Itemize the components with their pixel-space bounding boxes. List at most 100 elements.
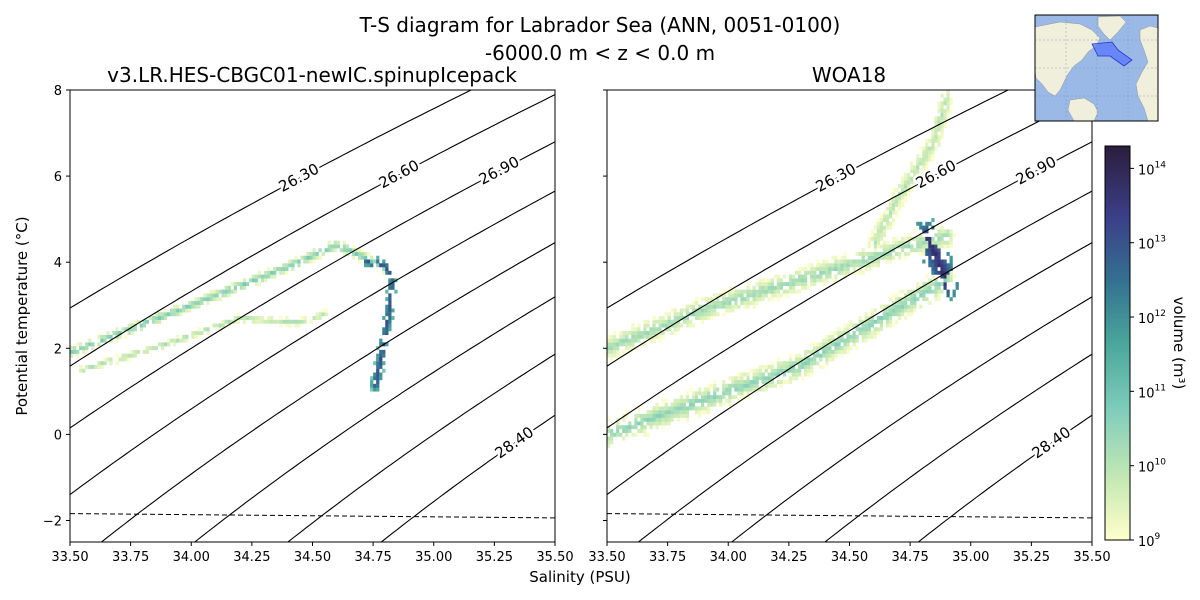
heatmap-cell — [716, 297, 720, 302]
heatmap-cell — [922, 154, 926, 158]
heatmap-cell — [955, 282, 959, 287]
heatmap-cell — [707, 297, 711, 302]
heatmap-cell — [722, 293, 726, 298]
heatmap-cell — [837, 349, 841, 354]
heatmap-cell — [767, 282, 771, 287]
heatmap-cell — [855, 334, 859, 339]
heatmap-cell — [837, 342, 841, 347]
heatmap-cell — [940, 131, 944, 136]
heatmap-cell — [888, 225, 893, 230]
heatmap-cell — [785, 368, 790, 373]
heatmap-cell — [100, 334, 104, 339]
heatmap-cell — [852, 259, 856, 264]
density-contour-27.50 — [637, 242, 1092, 542]
heatmap-cell — [124, 334, 128, 339]
heatmap-cell — [607, 417, 611, 422]
heatmap-cell — [873, 244, 877, 249]
heatmap-cell — [658, 334, 662, 339]
heatmap-cell — [697, 308, 702, 313]
heatmap-cell — [925, 248, 929, 253]
heatmap-cell — [649, 410, 653, 415]
heatmap-cell — [725, 391, 729, 396]
heatmap-cell — [776, 297, 780, 302]
heatmap-cell — [379, 342, 383, 347]
heatmap-cell — [916, 297, 920, 302]
heatmap-cell — [788, 376, 793, 381]
heatmap-cell — [801, 267, 805, 271]
heatmap-cell — [882, 240, 887, 245]
heatmap-cell — [752, 297, 756, 302]
heatmap-cell — [254, 278, 259, 283]
heatmap-cell — [136, 319, 140, 324]
heatmap-cell — [722, 402, 726, 407]
heatmap-cell — [840, 346, 844, 351]
heatmap-cell — [919, 289, 923, 294]
heatmap-cell — [282, 267, 286, 271]
heatmap-cell — [649, 334, 653, 339]
heatmap-cell — [767, 289, 771, 294]
heatmap-cell — [949, 297, 953, 302]
heatmap-cell — [837, 270, 841, 275]
heatmap-cell — [879, 214, 884, 219]
heatmap-cell — [864, 323, 868, 328]
heatmap-cell — [946, 108, 950, 113]
heatmap-cell — [661, 410, 665, 415]
heatmap-cell — [728, 304, 732, 309]
colorbar-tick-label: 1013 — [1138, 235, 1166, 253]
heatmap-cell — [212, 293, 216, 298]
heatmap-cell — [613, 353, 617, 358]
heatmap-cell — [610, 349, 614, 354]
heatmap-cell — [940, 108, 944, 113]
heatmap-cell — [943, 97, 947, 102]
heatmap-cell — [822, 263, 826, 268]
heatmap-cell — [758, 376, 762, 381]
heatmap-cell — [922, 293, 926, 298]
heatmap-cell — [931, 127, 935, 132]
heatmap-cell — [685, 417, 690, 422]
heatmap-cell — [919, 225, 923, 230]
heatmap-cell — [613, 342, 617, 347]
heatmap-cell — [167, 342, 171, 347]
heatmap-cell — [160, 342, 165, 347]
heatmap-cell — [904, 184, 908, 189]
heatmap-cell — [916, 236, 920, 241]
heatmap-cell — [828, 263, 832, 268]
heatmap-cell — [646, 417, 650, 422]
heatmap-cell — [655, 425, 659, 430]
heatmap-cell — [367, 251, 371, 256]
heatmap-cell — [740, 297, 744, 302]
heatmap-cell — [288, 259, 292, 264]
heatmap-cell — [755, 383, 759, 388]
heatmap-cell — [160, 346, 165, 351]
heatmap-cell — [613, 338, 617, 343]
heatmap-cell — [764, 285, 768, 290]
heatmap-cell — [722, 289, 726, 294]
heatmap-cell — [819, 263, 823, 268]
heatmap-cell — [873, 251, 877, 256]
contour-label: 26.60 — [376, 156, 422, 192]
heatmap-cell — [804, 349, 808, 354]
heatmap-cell — [652, 417, 656, 422]
heatmap-cell — [652, 421, 656, 426]
contour-label: 28.40 — [1029, 423, 1075, 462]
heatmap-cell — [767, 383, 771, 388]
heatmap-cell — [288, 323, 292, 328]
heatmap-cell — [285, 263, 289, 268]
heatmap-cell — [713, 391, 717, 396]
heatmap-cell — [191, 334, 195, 339]
heatmap-cell — [864, 327, 868, 332]
heatmap-cell — [616, 349, 620, 354]
heatmap-cell — [758, 372, 762, 377]
heatmap-cell — [376, 376, 380, 381]
heatmap-cell — [376, 364, 380, 369]
heatmap-cell — [919, 233, 923, 238]
heatmap-cell — [937, 244, 941, 249]
heatmap-cell — [946, 93, 950, 98]
heatmap-cell — [91, 346, 95, 351]
heatmap-cell — [382, 259, 386, 264]
heatmap-cell — [661, 316, 665, 320]
heatmap-cell — [664, 398, 668, 403]
heatmap-cell — [154, 319, 159, 324]
heatmap-cell — [870, 255, 874, 260]
heatmap-cell — [785, 293, 790, 298]
